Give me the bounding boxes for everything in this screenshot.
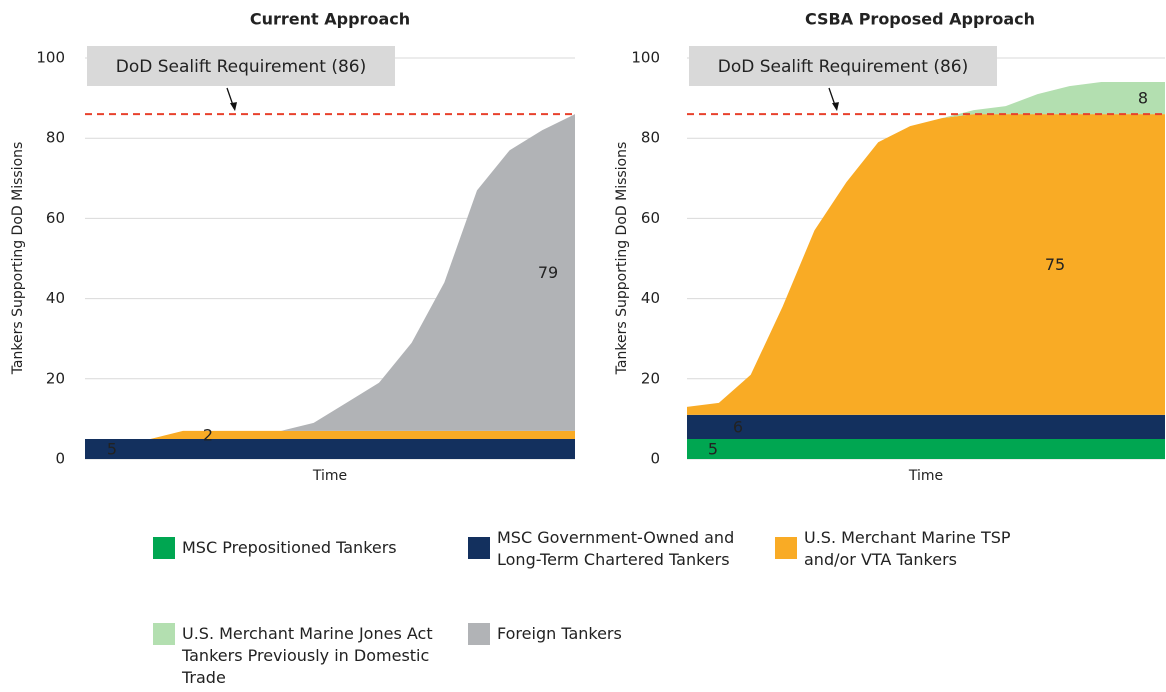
y-tick-label: 80 xyxy=(641,129,660,147)
data-label: 8 xyxy=(1138,89,1148,108)
area xyxy=(85,114,575,439)
legend-label: Foreign Tankers xyxy=(497,624,622,643)
data-label: 5 xyxy=(708,439,718,458)
annotation: DoD Sealift Requirement (86) xyxy=(718,57,968,77)
y-tick-label: 0 xyxy=(650,450,660,468)
x-axis-label: Time xyxy=(312,468,347,484)
legend-item: Foreign Tankers xyxy=(468,623,738,645)
y-tick-label: 100 xyxy=(631,49,660,67)
y-tick-label: 80 xyxy=(46,129,65,147)
y-tick-label: 20 xyxy=(641,369,660,387)
data-label: 2 xyxy=(203,425,213,444)
y-tick-label: 40 xyxy=(46,289,65,307)
legend-swatch xyxy=(468,623,490,645)
chart-title: Current Approach xyxy=(250,10,410,29)
arrow-head xyxy=(832,102,839,112)
data-label: 6 xyxy=(733,417,743,436)
chart-title: CSBA Proposed Approach xyxy=(805,10,1035,29)
legend-swatch xyxy=(775,537,797,559)
area xyxy=(687,414,1165,439)
area xyxy=(687,114,1165,415)
y-axis-label: Tankers Supporting DoD Missions xyxy=(614,142,630,376)
legend-item: U.S. Merchant Marine Jones Act Tankers P… xyxy=(153,623,453,689)
data-label: 5 xyxy=(107,439,117,458)
data-label: 75 xyxy=(1045,255,1065,274)
legend-item: MSC Prepositioned Tankers xyxy=(153,537,433,559)
arrow-head xyxy=(230,102,237,112)
y-tick-label: 40 xyxy=(641,289,660,307)
area xyxy=(687,438,1165,459)
legend-label: MSC Government-Owned and Long-Term Chart… xyxy=(497,528,735,569)
y-tick-label: 100 xyxy=(36,49,65,67)
legend-swatch xyxy=(468,537,490,559)
legend-label: U.S. Merchant Marine TSP and/or VTA Tank… xyxy=(804,528,1011,569)
legend-label: U.S. Merchant Marine Jones Act Tankers P… xyxy=(182,624,433,687)
legend-item: U.S. Merchant Marine TSP and/or VTA Tank… xyxy=(775,527,1045,571)
x-axis-label: Time xyxy=(908,468,943,484)
y-tick-label: 20 xyxy=(46,369,65,387)
annotation-box xyxy=(87,46,395,86)
legend-swatch xyxy=(153,537,175,559)
annotation: DoD Sealift Requirement (86) xyxy=(116,57,366,77)
y-tick-label: 60 xyxy=(46,209,65,227)
legend-item: MSC Government-Owned and Long-Term Chart… xyxy=(468,527,738,571)
area xyxy=(85,430,575,439)
y-tick-label: 0 xyxy=(55,450,65,468)
y-tick-label: 60 xyxy=(641,209,660,227)
data-label: 79 xyxy=(538,263,558,282)
legend-swatch xyxy=(153,623,175,645)
legend-label: MSC Prepositioned Tankers xyxy=(182,538,397,557)
annotation-box xyxy=(689,46,997,86)
area xyxy=(85,438,575,459)
y-axis-label: Tankers Supporting DoD Missions xyxy=(10,142,26,376)
